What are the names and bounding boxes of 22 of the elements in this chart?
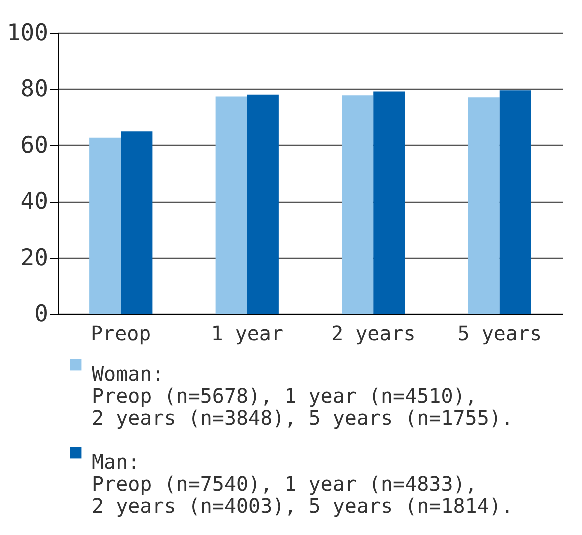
x-tick-label: Preop: [91, 322, 152, 346]
bar: [342, 96, 374, 314]
y-tick-label: 0: [34, 302, 48, 328]
bar: [374, 92, 406, 314]
text: Preop (n=5678), 1 year (n=4510), 2 years (n=3848), 5 years (n=1755).: [92, 384, 514, 430]
y-tick-label: 40: [20, 189, 48, 216]
bar: [247, 94, 279, 314]
bar: [468, 98, 500, 314]
y-tick-label: 100: [6, 20, 48, 46]
y-tick-label: 60: [20, 132, 48, 159]
bar: [121, 132, 153, 314]
legend-label: Woman:: [92, 362, 164, 386]
x-tick-label: 5 years: [458, 322, 542, 346]
y-tick-label: 80: [20, 76, 48, 103]
y-tick-label: 20: [20, 245, 48, 272]
text: Preop (n=7540), 1 year (n=4833), 2 years (n=4003), 5 years (n=1814).: [92, 472, 514, 518]
bar: [216, 96, 248, 314]
legend-label: Man:: [92, 450, 140, 474]
x-tick-label: 2 years: [331, 322, 416, 346]
x-tick-label: 1 year: [211, 322, 284, 346]
bar: [90, 138, 122, 314]
bar: [500, 90, 532, 314]
